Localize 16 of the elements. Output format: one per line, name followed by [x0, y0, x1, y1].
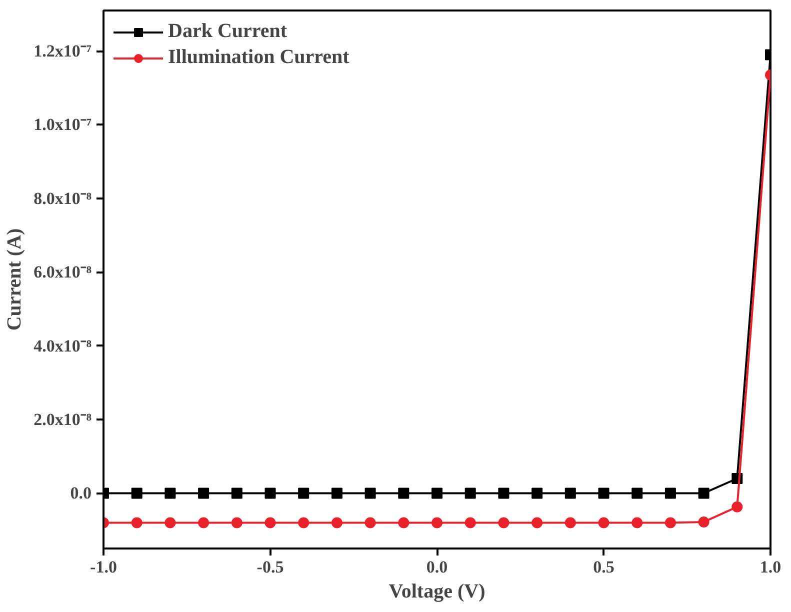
x-axis-title: Voltage (V) — [388, 580, 486, 602]
y-tick-label: 1.0x10⁻⁷ — [34, 115, 92, 134]
x-tick-label: -0.5 — [256, 558, 284, 576]
legend-label: Illumination Current — [168, 46, 350, 69]
y-tick-label: 0.0 — [70, 484, 92, 503]
x-tick-label: 0.5 — [593, 558, 614, 576]
x-tick-label: 1.0 — [760, 558, 782, 576]
y-tick-label: 2.0x10⁻⁸ — [34, 410, 92, 430]
y-axis-title: Current (A) — [4, 228, 26, 331]
legend-label: Dark Current — [168, 20, 288, 43]
x-tick-label: 0.0 — [426, 558, 448, 576]
y-tick-label: 8.0x10⁻⁸ — [34, 188, 92, 208]
x-tick-label: -1.0 — [90, 558, 117, 576]
y-tick-label: 6.0x10⁻⁸ — [34, 262, 92, 282]
y-tick-label: 1.2x10⁻⁷ — [34, 42, 92, 61]
y-tick-label: 4.0x10⁻⁸ — [34, 336, 92, 356]
